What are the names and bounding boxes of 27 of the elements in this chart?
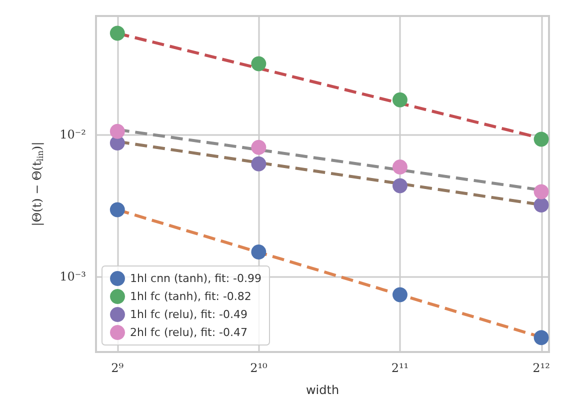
x-axis-title: width (306, 383, 340, 397)
point (251, 140, 266, 155)
point (392, 92, 408, 108)
legend-label: 2hl fc (relu), fit: -0.47 (130, 326, 248, 339)
point (534, 330, 549, 346)
point (251, 244, 266, 260)
y-tick-label: 10⁻³ (60, 270, 86, 284)
point (534, 132, 549, 147)
point (110, 202, 125, 218)
point (534, 197, 549, 212)
x-tick-label: 2⁹ (111, 361, 124, 375)
point (251, 156, 266, 172)
legend-label: 1hl cnn (tanh), fit: -0.99 (130, 272, 262, 285)
point (534, 184, 549, 200)
point (392, 287, 408, 302)
point (110, 124, 125, 139)
legend-label: 1hl fc (tanh), fit: -0.82 (130, 290, 252, 303)
x-tick-label: 2¹⁰ (250, 361, 268, 375)
legend-label: 1hl fc (relu), fit: -0.49 (130, 308, 248, 321)
y-tick-label: 10⁻² (60, 127, 86, 142)
y-axis-title: |Θ(t) − Θ(tlin)| (30, 142, 45, 226)
point (251, 56, 266, 72)
x-tick-label: 2¹¹ (391, 361, 409, 375)
point (392, 178, 408, 194)
point (392, 159, 408, 174)
x-tick-label: 2¹² (532, 361, 550, 375)
point (110, 26, 125, 41)
